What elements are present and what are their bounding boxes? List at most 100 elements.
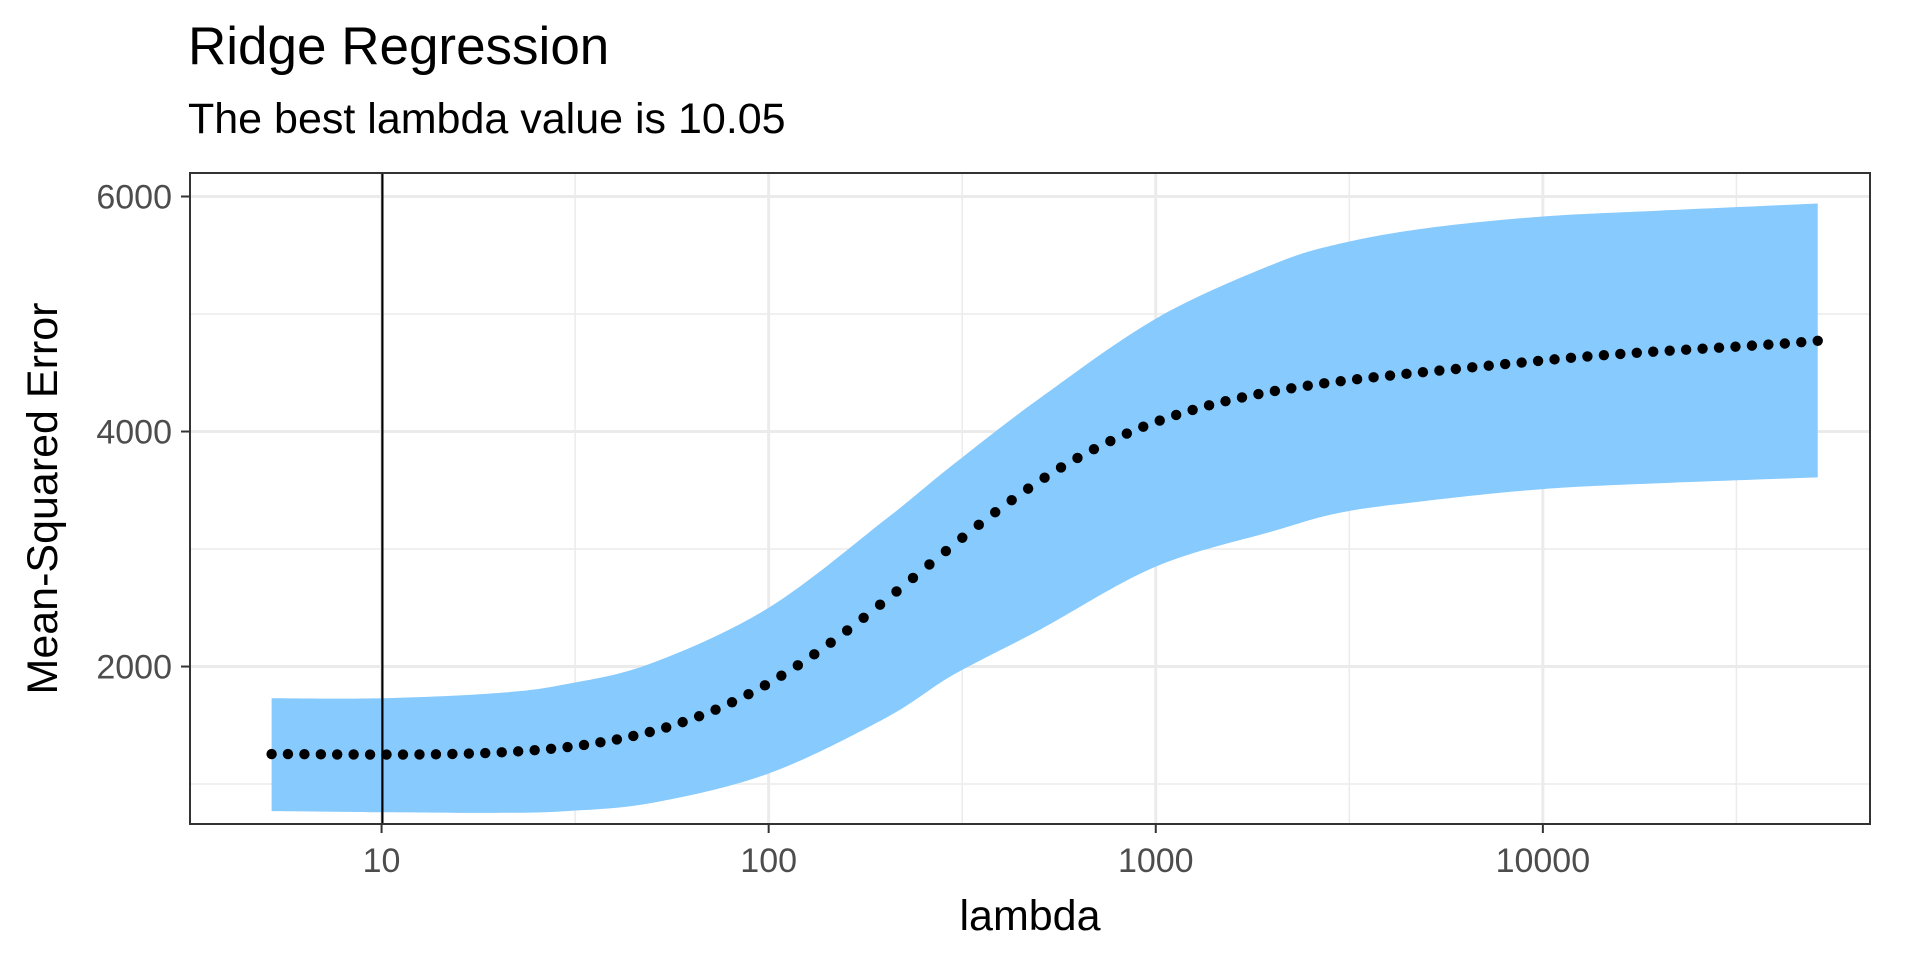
data-point <box>1319 378 1330 389</box>
data-point <box>1763 339 1774 350</box>
data-point <box>858 612 869 623</box>
data-point <box>1154 415 1165 426</box>
data-point <box>1796 337 1807 348</box>
data-point <box>529 745 540 756</box>
data-point <box>1499 358 1511 370</box>
data-point <box>907 572 919 584</box>
x-tick-label: 10000 <box>1496 842 1591 880</box>
data-point <box>1483 360 1494 371</box>
data-point <box>841 625 853 636</box>
data-point <box>1779 338 1791 349</box>
chart-title: Ridge Regression <box>188 17 610 76</box>
data-point <box>1302 380 1313 391</box>
data-point <box>1730 341 1741 352</box>
data-point <box>1006 494 1017 506</box>
data-point <box>809 649 820 660</box>
data-point <box>1203 400 1215 411</box>
data-point <box>693 711 705 722</box>
data-point <box>1648 346 1659 357</box>
data-point <box>710 704 721 715</box>
data-point <box>891 586 902 597</box>
data-point <box>1072 452 1083 464</box>
data-point <box>1022 483 1034 494</box>
data-point <box>1105 435 1116 447</box>
data-point <box>414 749 425 760</box>
x-tick-label: 10 <box>363 842 401 880</box>
data-point <box>578 739 590 751</box>
data-point <box>1713 342 1725 353</box>
data-point <box>1121 428 1133 439</box>
data-point <box>1434 365 1445 376</box>
data-point <box>595 737 606 748</box>
data-point <box>1368 372 1379 383</box>
data-point <box>447 748 458 760</box>
chart-subtitle: The best lambda value is 10.05 <box>188 95 786 143</box>
y-tick-label: 4000 <box>96 414 172 452</box>
data-point <box>1187 404 1198 416</box>
x-axis-title: lambda <box>959 892 1100 940</box>
data-point <box>644 726 655 738</box>
data-point <box>661 722 672 733</box>
data-point <box>1220 396 1231 407</box>
data-point <box>430 749 442 760</box>
x-tick-label: 100 <box>740 842 797 880</box>
data-point <box>743 688 754 700</box>
data-point <box>726 697 738 708</box>
data-point <box>1286 383 1297 394</box>
data-point <box>825 637 836 648</box>
data-point <box>1516 357 1527 368</box>
error-band <box>271 203 1818 813</box>
y-axis: 2000 4000 6000 <box>96 179 190 687</box>
data-point <box>496 747 507 758</box>
data-point <box>611 734 623 745</box>
data-point <box>1417 366 1429 378</box>
plot-frame <box>189 172 1871 825</box>
data-point <box>545 743 557 754</box>
data-point <box>1088 443 1100 455</box>
data-point <box>776 670 787 681</box>
data-point <box>628 730 639 742</box>
y-tick-label: 6000 <box>96 179 172 217</box>
data-point <box>512 746 524 757</box>
data-point <box>792 660 804 671</box>
x-tick-label: 1000 <box>1118 842 1194 880</box>
data-point <box>1467 362 1478 373</box>
data-point <box>874 599 886 610</box>
data-point <box>266 748 277 760</box>
data-point <box>1269 385 1281 397</box>
data-point <box>1236 392 1248 403</box>
data-point <box>364 749 376 760</box>
data-point <box>924 559 935 570</box>
data-point <box>1582 351 1593 362</box>
data-point <box>299 748 310 760</box>
data-point <box>397 749 409 760</box>
data-point <box>1055 462 1067 473</box>
data-point <box>1598 349 1610 361</box>
data-point <box>1039 472 1050 483</box>
data-point <box>677 716 688 728</box>
data-point <box>1401 368 1412 380</box>
data-point <box>940 545 952 557</box>
data-point <box>957 532 968 543</box>
data-point <box>1664 345 1675 356</box>
data-point <box>562 741 573 753</box>
y-axis-title: Mean-Squared Error <box>19 303 67 695</box>
data-point <box>381 749 392 760</box>
data-point <box>1549 354 1560 365</box>
data-point <box>1680 344 1692 355</box>
data-point <box>1170 409 1182 421</box>
data-point <box>1812 335 1823 347</box>
data-point <box>1746 340 1758 351</box>
data-point <box>1697 343 1708 354</box>
data-point <box>759 680 771 691</box>
data-point <box>1615 348 1626 360</box>
data-point <box>348 749 359 760</box>
data-point <box>1565 352 1577 364</box>
data-point <box>1450 363 1462 375</box>
data-point <box>331 749 343 760</box>
data-point <box>282 748 294 760</box>
data-point <box>990 507 1001 518</box>
data-points <box>266 335 1823 760</box>
data-point <box>1335 376 1346 387</box>
